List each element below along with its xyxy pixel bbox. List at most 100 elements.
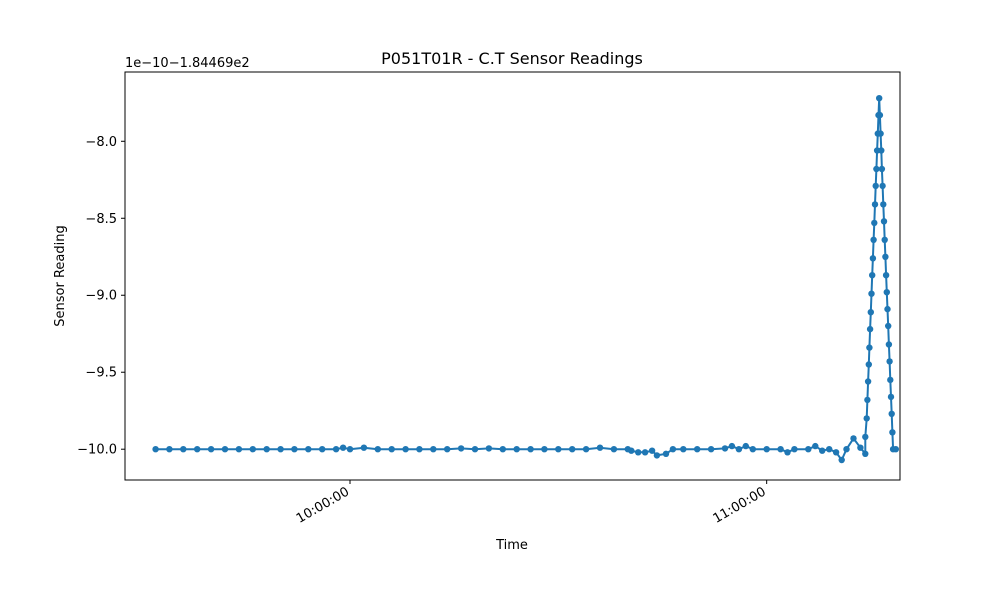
data-point xyxy=(374,446,381,453)
data-point xyxy=(680,446,687,453)
data-point xyxy=(749,446,756,453)
y-axis-label: Sensor Reading xyxy=(53,225,68,326)
data-point xyxy=(346,446,354,453)
data-point xyxy=(628,447,635,454)
y-offset-label: 1e−10−1.84469e2 xyxy=(125,56,250,71)
data-point xyxy=(249,446,256,453)
data-point xyxy=(819,447,826,454)
data-point xyxy=(763,446,770,453)
data-point xyxy=(582,446,590,453)
data-point xyxy=(641,449,649,456)
data-point xyxy=(888,410,895,417)
data-point xyxy=(569,446,576,453)
data-point xyxy=(866,344,873,351)
data-point xyxy=(887,393,895,401)
data-point xyxy=(471,446,479,453)
data-point xyxy=(850,435,857,442)
data-point xyxy=(873,165,880,173)
data-point xyxy=(872,182,879,190)
data-point xyxy=(879,182,886,190)
data-point xyxy=(735,446,743,453)
data-point xyxy=(832,449,840,456)
data-point xyxy=(881,236,888,243)
data-point xyxy=(669,446,677,453)
data-point xyxy=(864,378,872,385)
x-axis: 10:00:00 11:00:00 xyxy=(294,480,769,527)
data-point xyxy=(457,445,465,452)
data-point xyxy=(882,272,890,279)
data-point xyxy=(812,442,819,450)
y-tick-label: −9.5 xyxy=(85,366,117,381)
x-tick-label: 10:00:00 xyxy=(294,484,352,526)
data-point xyxy=(694,446,701,453)
data-point xyxy=(862,450,869,457)
data-point xyxy=(596,444,604,451)
data-point xyxy=(889,429,896,436)
y-tick-label: −8.0 xyxy=(85,135,117,150)
plot-frame xyxy=(124,71,901,481)
data-point xyxy=(742,442,749,450)
data-point xyxy=(221,446,229,453)
data-point xyxy=(883,289,890,296)
data-point xyxy=(653,452,661,459)
series-line xyxy=(155,97,896,461)
data-point xyxy=(791,446,798,453)
data-point xyxy=(235,446,243,453)
data-point xyxy=(869,255,877,262)
data-point xyxy=(610,446,618,453)
data-point xyxy=(416,446,423,453)
data-point xyxy=(499,446,506,453)
data-point xyxy=(444,446,451,453)
data-point xyxy=(880,201,887,208)
data-point xyxy=(887,376,894,384)
data-point xyxy=(527,446,534,453)
data-point xyxy=(886,358,893,365)
data-point xyxy=(339,444,347,451)
data-point xyxy=(876,111,884,119)
data-point xyxy=(885,341,893,348)
data-point xyxy=(402,446,409,453)
data-point xyxy=(864,396,871,404)
data-point xyxy=(430,446,437,453)
data-point xyxy=(194,446,201,453)
data-point xyxy=(866,325,874,333)
chart-title: P051T01R - C.T Sensor Readings xyxy=(381,49,643,68)
y-tick-label: −10.0 xyxy=(77,443,117,458)
data-point xyxy=(166,446,173,453)
data-point xyxy=(868,290,875,297)
plot-area xyxy=(152,95,899,464)
data-point xyxy=(863,415,870,422)
data-point xyxy=(878,147,885,154)
data-point xyxy=(871,219,878,227)
data-point xyxy=(662,450,670,457)
data-point xyxy=(319,446,326,453)
data-point xyxy=(728,442,736,450)
data-point xyxy=(878,165,886,173)
data-point xyxy=(707,446,715,453)
data-point xyxy=(867,309,874,316)
y-tick-label: −9.0 xyxy=(85,289,117,304)
data-point xyxy=(885,322,892,330)
data-point xyxy=(332,446,340,453)
data-point xyxy=(892,446,899,453)
data-point xyxy=(884,305,891,313)
data-point xyxy=(826,446,833,453)
data-point xyxy=(263,446,270,453)
data-point xyxy=(843,446,850,453)
data-point xyxy=(180,446,187,453)
data-point xyxy=(784,449,791,456)
data-point xyxy=(541,446,548,453)
data-point xyxy=(513,446,520,453)
data-point xyxy=(485,445,493,452)
data-point xyxy=(635,449,642,456)
data-point xyxy=(862,433,869,441)
data-point xyxy=(555,446,562,453)
data-point xyxy=(877,130,884,137)
data-point xyxy=(838,456,845,464)
data-point xyxy=(869,272,876,279)
data-point xyxy=(880,218,888,225)
x-axis-label: Time xyxy=(495,538,528,553)
data-point xyxy=(648,447,656,454)
data-point xyxy=(305,446,312,453)
